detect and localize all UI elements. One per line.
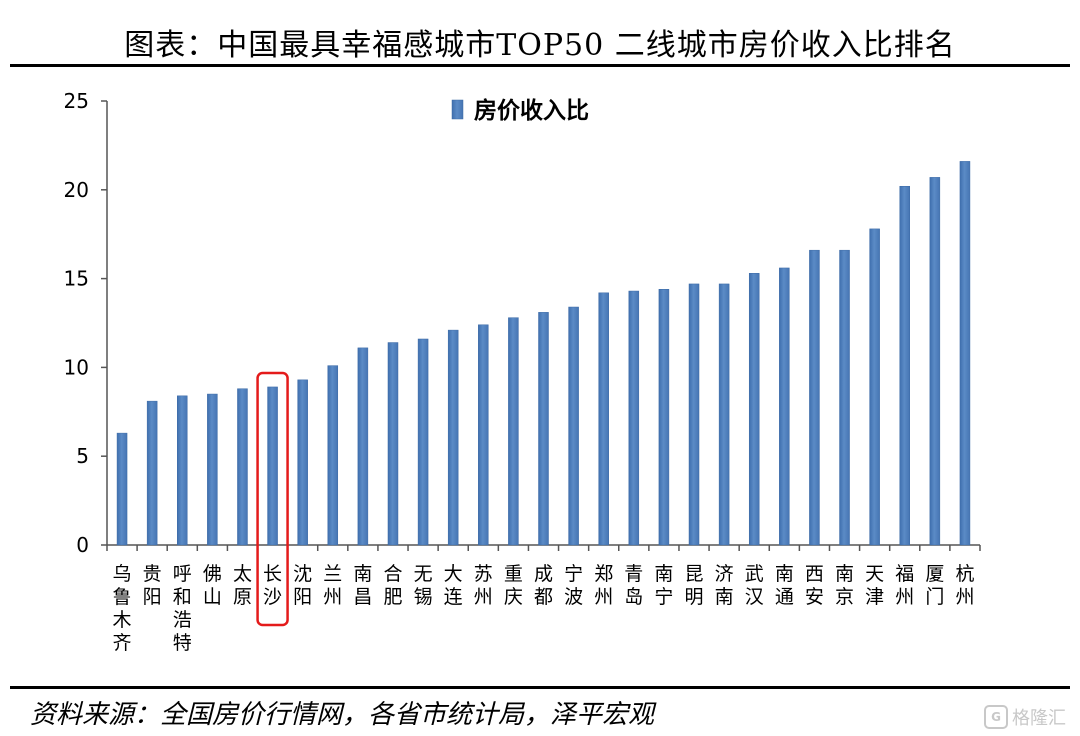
y-tick-label: 5	[76, 444, 89, 468]
category-label: 厦门	[925, 563, 944, 608]
category-label: 杭州	[955, 563, 974, 608]
bar	[899, 185, 910, 546]
bar	[628, 290, 640, 546]
bar	[297, 379, 308, 546]
category-label: 昆明	[685, 563, 704, 608]
bar	[116, 432, 128, 546]
bar	[508, 317, 519, 546]
category-label: 合肥	[383, 563, 402, 608]
category-label: 呼和浩特	[173, 563, 192, 654]
category-label: 兰州	[323, 563, 342, 608]
category-label: 福州	[895, 563, 914, 608]
bar	[327, 365, 339, 546]
bar	[237, 388, 248, 546]
category-label: 重庆	[504, 563, 523, 608]
bar	[538, 312, 549, 546]
bar	[568, 306, 579, 546]
bar	[839, 249, 850, 546]
bar	[417, 338, 429, 546]
bar	[387, 342, 399, 546]
category-label: 济南	[715, 563, 734, 608]
category-label: 武汉	[745, 563, 764, 608]
category-label: 青岛	[624, 563, 643, 608]
bar	[929, 177, 941, 546]
bar	[869, 228, 880, 546]
bar	[748, 273, 760, 546]
bar	[478, 324, 489, 546]
bar	[146, 400, 158, 546]
bar	[809, 249, 820, 546]
category-label: 西安	[805, 563, 824, 608]
bar	[718, 283, 730, 546]
legend-label: 房价收入比	[474, 97, 589, 124]
category-label: 长沙	[263, 563, 282, 608]
bar	[598, 292, 609, 546]
bar	[267, 386, 278, 546]
bar	[447, 329, 459, 546]
bar	[207, 393, 218, 546]
watermark-logo-icon: G	[984, 705, 1008, 729]
category-label: 无锡	[414, 563, 433, 608]
bar	[357, 347, 369, 546]
bar-chart: 0 5 10 15 20 25 乌鲁木齐贵阳呼和浩特佛山太原长沙沈阳兰州南昌合肥无锡大连苏州…	[64, 89, 981, 654]
category-label: 苏州	[474, 563, 493, 608]
category-label: 南昌	[353, 563, 372, 608]
category-label: 南宁	[654, 563, 673, 608]
watermark-text: 格隆汇	[1012, 708, 1066, 729]
category-label: 南通	[775, 563, 794, 608]
category-label: 天津	[865, 563, 884, 608]
highlight-box	[256, 371, 289, 627]
category-label: 佛山	[203, 563, 222, 608]
y-tick-label: 20	[64, 178, 89, 202]
source-note: 资料来源：全国房价行情网，各省市统计局，泽平宏观	[30, 700, 655, 730]
bar	[688, 283, 700, 546]
source-rule	[10, 686, 1070, 689]
category-label: 大连	[444, 563, 463, 608]
title-rule	[10, 64, 1070, 67]
category-label: 南京	[835, 563, 854, 608]
bar	[658, 289, 670, 546]
category-label: 成都	[534, 563, 553, 608]
y-tick-label: 15	[64, 267, 89, 291]
bar	[177, 395, 188, 546]
bar	[959, 161, 971, 546]
bar	[779, 267, 790, 546]
legend-swatch	[451, 99, 464, 120]
watermark: G 格隆汇	[984, 704, 1066, 730]
category-label: 宁波	[564, 563, 583, 608]
category-label: 沈阳	[293, 563, 312, 608]
y-tick-label: 0	[76, 533, 89, 557]
y-tick-label: 25	[64, 89, 89, 113]
category-label: 贵阳	[143, 563, 162, 608]
category-label: 太原	[233, 563, 252, 608]
category-label: 郑州	[594, 563, 613, 608]
y-tick-label: 10	[64, 355, 89, 379]
category-label: 乌鲁木齐	[113, 563, 132, 654]
chart-title: 图表：中国最具幸福感城市TOP50 二线城市房价收入比排名	[124, 28, 956, 63]
